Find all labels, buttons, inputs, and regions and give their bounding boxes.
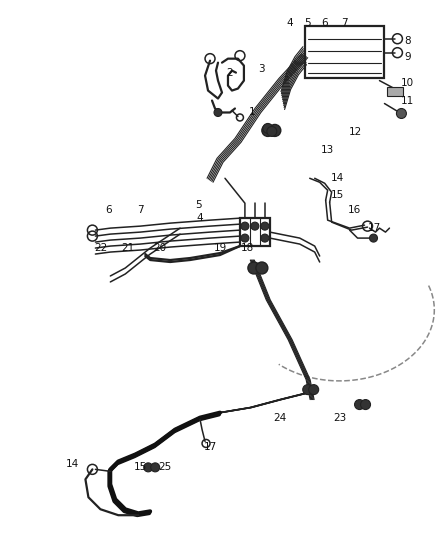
Bar: [240, 218, 270, 246]
Circle shape: [309, 385, 319, 394]
Circle shape: [267, 126, 277, 136]
Text: 14: 14: [66, 459, 79, 470]
Bar: [388, 86, 403, 95]
Text: 19: 19: [213, 243, 226, 253]
Text: 15: 15: [331, 190, 344, 200]
Text: 17: 17: [203, 442, 217, 453]
Circle shape: [144, 463, 153, 472]
Circle shape: [248, 262, 260, 274]
Circle shape: [261, 222, 269, 230]
Text: 17: 17: [368, 223, 381, 233]
Circle shape: [251, 222, 259, 230]
Circle shape: [241, 222, 249, 230]
Text: 7: 7: [137, 205, 144, 215]
Text: 7: 7: [341, 18, 348, 28]
Circle shape: [360, 400, 371, 409]
Circle shape: [261, 234, 269, 242]
Text: 3: 3: [258, 63, 265, 74]
Text: 16: 16: [348, 205, 361, 215]
Text: 14: 14: [331, 173, 344, 183]
Circle shape: [241, 234, 249, 242]
Circle shape: [269, 124, 281, 136]
Text: 5: 5: [195, 200, 201, 210]
Text: 4: 4: [197, 213, 203, 223]
Text: 10: 10: [401, 78, 414, 87]
Circle shape: [151, 463, 160, 472]
Text: 2: 2: [226, 68, 233, 78]
Text: 5: 5: [304, 18, 311, 28]
Text: 6: 6: [105, 205, 112, 215]
Text: 13: 13: [321, 146, 334, 155]
Circle shape: [263, 124, 273, 133]
Circle shape: [370, 234, 378, 242]
Text: 8: 8: [404, 36, 411, 46]
Text: 24: 24: [273, 413, 286, 423]
Text: 20: 20: [154, 243, 167, 253]
Text: 6: 6: [321, 18, 328, 28]
Text: 25: 25: [159, 462, 172, 472]
Text: 1: 1: [249, 108, 255, 117]
Circle shape: [355, 400, 364, 409]
Text: 21: 21: [122, 243, 135, 253]
Text: 18: 18: [241, 243, 254, 253]
Text: 9: 9: [404, 52, 411, 62]
Text: 15: 15: [134, 462, 147, 472]
Text: 4: 4: [286, 18, 293, 28]
Text: 12: 12: [349, 127, 362, 138]
Bar: [305, 26, 385, 78]
Text: 23: 23: [333, 413, 346, 423]
Text: 11: 11: [401, 95, 414, 106]
Circle shape: [214, 109, 222, 117]
Circle shape: [262, 124, 274, 136]
Circle shape: [256, 262, 268, 274]
Circle shape: [303, 385, 313, 394]
Text: 22: 22: [94, 243, 107, 253]
Circle shape: [396, 109, 406, 118]
